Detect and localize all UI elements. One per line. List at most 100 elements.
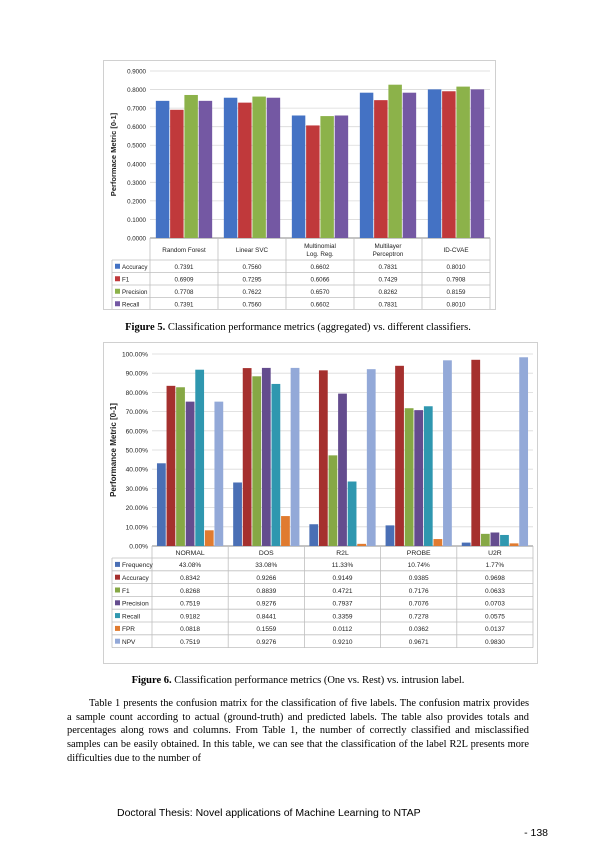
y-axis-label: Performance Metric [0-1]	[109, 403, 118, 497]
data-label: 0.7519	[180, 639, 200, 646]
legend-swatch-accuracy	[115, 574, 120, 580]
data-label: 0.7076	[409, 601, 429, 608]
data-label: 0.9276	[256, 601, 276, 608]
bar-fpr-1	[281, 516, 290, 546]
page-footer: Doctoral Thesis: Novel applications of M…	[117, 807, 421, 819]
y-axis-label: Performace Metric [0-1]	[109, 112, 118, 196]
y-tick-label: 20.00%	[126, 505, 149, 512]
data-label: 0.7391	[175, 302, 194, 309]
y-tick-label: 0.6000	[127, 124, 146, 131]
bar-precision-0	[184, 94, 198, 238]
bar-frequency-4	[461, 542, 471, 546]
y-tick-label: 0.7000	[127, 106, 146, 113]
y-tick-label: 0.5000	[127, 143, 146, 150]
bar-f1-1	[238, 102, 252, 238]
data-label: 0.9182	[180, 613, 200, 620]
data-label: 0.7560	[243, 302, 262, 309]
data-label: 0.7831	[379, 302, 398, 309]
data-label: 0.3359	[333, 613, 353, 620]
figure-6-caption: Figure 6. Classification performance met…	[0, 675, 596, 686]
bar-accuracy-4	[427, 89, 442, 239]
legend-label-precision: Precision	[122, 289, 148, 296]
data-label: 10.74%	[408, 562, 430, 569]
data-label: 0.7176	[409, 588, 429, 595]
category-label: Linear SVC	[236, 247, 269, 254]
figure-6-caption-text: Classification performance metrics (One …	[174, 675, 465, 686]
data-label: 0.9698	[485, 575, 505, 582]
figure-6-svg: 0.00% 10.00% 20.00% 30.00% 40.00% 50.00% 60.00…	[109, 352, 534, 649]
page-number: - 138	[524, 827, 548, 839]
data-label: 1.77%	[486, 562, 505, 569]
y-tick-label: 0.9000	[127, 69, 146, 76]
data-label: 0.6570	[311, 289, 330, 296]
data-label: 0.7560	[243, 264, 262, 271]
bar-accuracy-1	[223, 97, 238, 238]
legend-swatch-frequency	[115, 561, 120, 567]
legend-label-precision: Precision	[122, 601, 149, 608]
data-label: 33.08%	[255, 562, 277, 569]
bar-fpr-2	[357, 543, 367, 546]
figure-5-chart: 0.0000 0.1000 0.2000 0.3000 0.4000 0.5000 0.60…	[103, 60, 496, 311]
data-label: 0.7622	[243, 289, 262, 296]
bar-precision-2	[320, 116, 334, 238]
bar-frequency-3	[385, 525, 395, 546]
legend-swatch-npv	[115, 638, 120, 644]
data-label: 0.9266	[256, 575, 276, 582]
y-tick-label: 0.4000	[127, 161, 146, 168]
legend-swatch-f1	[115, 587, 120, 593]
legend-label-f1: F1	[122, 277, 130, 284]
data-label: 0.0362	[409, 626, 429, 633]
data-label: 0.7429	[379, 277, 398, 284]
figure-5-svg: 0.0000 0.1000 0.2000 0.3000 0.4000 0.5000 0.60…	[109, 69, 491, 311]
legend-swatch-precision	[115, 288, 120, 294]
y-tick-label: 0.2000	[127, 198, 146, 205]
data-label: 0.9210	[333, 639, 353, 646]
bar-recall-0	[195, 369, 205, 546]
bar-f1-0	[176, 387, 185, 546]
data-label: 0.9385	[409, 575, 429, 582]
bar-precision-1	[252, 96, 266, 239]
bar-precision-3	[414, 410, 424, 546]
data-label: 0.7278	[409, 613, 429, 620]
data-label: 0.8010	[447, 302, 466, 309]
data-label: 0.0112	[333, 626, 353, 633]
figure-5-caption: Figure 5. Classification performance met…	[0, 322, 596, 333]
data-label: 0.6602	[311, 302, 330, 309]
data-label: 0.7908	[447, 277, 466, 284]
y-tick-label: 0.8000	[127, 87, 146, 94]
data-label: 0.8268	[180, 588, 200, 595]
legend-label-accuracy: Accuracy	[122, 575, 149, 582]
category-label: U2R	[488, 550, 502, 557]
y-tick-label: 60.00%	[126, 428, 149, 435]
data-label: 0.9671	[409, 639, 429, 646]
bar-recall-4	[470, 89, 485, 239]
data-label: 0.8159	[447, 289, 466, 296]
bar-frequency-1	[233, 482, 242, 546]
bar-recall-1	[271, 383, 281, 546]
y-tick-label: 70.00%	[126, 409, 149, 416]
bar-precision-4	[490, 532, 500, 546]
category-label: PROBE	[407, 550, 431, 557]
bar-precision-3	[388, 84, 402, 238]
bar-f1-3	[374, 100, 388, 238]
data-label: 0.6602	[311, 264, 330, 271]
bar-f1-3	[404, 408, 414, 546]
bar-recall-1	[266, 97, 281, 238]
category-label: Log. Reg.	[306, 251, 334, 258]
body-paragraph: Table 1 presents the confusion matrix fo…	[67, 697, 529, 766]
data-label: 0.6909	[175, 277, 194, 284]
bar-precision-2	[338, 393, 347, 546]
bar-frequency-0	[156, 463, 166, 546]
bar-accuracy-2	[318, 370, 328, 546]
legend-label-recall: Recall	[122, 302, 139, 309]
data-label: 43.08%	[179, 562, 201, 569]
data-label: 0.0633	[485, 588, 505, 595]
category-label: NORMAL	[176, 550, 205, 557]
legend-label-npv: NPV	[122, 639, 136, 646]
bar-recall-3	[423, 406, 433, 546]
data-label: 0.0818	[180, 626, 200, 633]
category-label: ID-CVAE	[443, 247, 468, 254]
data-label: 0.7519	[180, 601, 200, 608]
bar-npv-4	[519, 357, 529, 546]
data-label: 0.9149	[333, 575, 353, 582]
